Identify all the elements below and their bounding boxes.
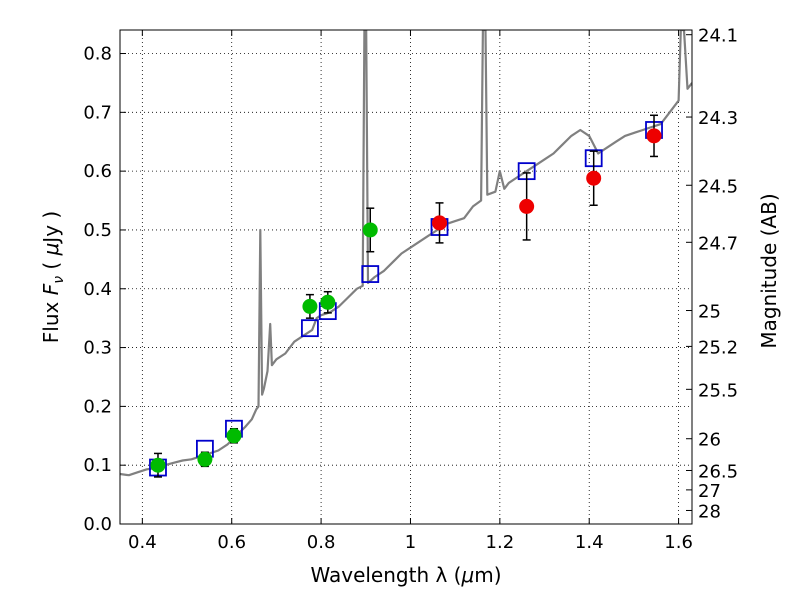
right-tick-label: 24.5 <box>698 176 738 197</box>
x-tick-label: 1 <box>405 532 416 553</box>
y-tick-label: 0.4 <box>83 279 112 300</box>
right-tick-label: 26.5 <box>698 461 738 482</box>
observed-flux-point <box>226 428 242 444</box>
right-tick-label: 24.7 <box>698 233 738 254</box>
x-tick-label: 1.6 <box>664 532 693 553</box>
x-tick-label: 1.2 <box>486 532 515 553</box>
y-tick-label: 0.7 <box>83 102 112 123</box>
y-tick-label: 0.0 <box>83 514 112 535</box>
observed-flux-point <box>586 170 602 186</box>
y-axis-label: Flux Fν ( μJy ) <box>39 211 67 343</box>
x-tick-label: 0.8 <box>307 532 336 553</box>
right-tick-label: 25.5 <box>698 380 738 401</box>
y-tick-label: 0.1 <box>83 455 112 476</box>
observed-flux-point <box>150 457 166 473</box>
observed-flux-point <box>519 198 535 214</box>
right-tick-label: 24.3 <box>698 108 738 129</box>
right-tick-label: 25 <box>698 302 721 323</box>
y-tick-label: 0.5 <box>83 220 112 241</box>
model-spectrum-line <box>120 30 692 477</box>
right-tick-label: 27 <box>698 481 721 502</box>
x-axis-label: Wavelength λ (μm) <box>310 563 501 587</box>
model-flux-square <box>301 319 319 338</box>
right-tick-label: 25.2 <box>698 337 738 358</box>
x-tick-label: 0.6 <box>217 532 246 553</box>
x-tick-label: 0.4 <box>128 532 157 553</box>
right-tick-label: 26 <box>698 430 721 451</box>
observed-flux-point <box>320 294 336 310</box>
y-tick-label: 0.6 <box>83 161 112 182</box>
x-tick-label: 1.4 <box>575 532 604 553</box>
y-tick-label: 0.2 <box>83 396 112 417</box>
model-flux-square <box>361 265 380 283</box>
plot-area <box>120 30 692 478</box>
right-tick-label: 28 <box>698 501 721 522</box>
plot-background <box>120 30 692 524</box>
y-tick-label: 0.3 <box>83 338 112 359</box>
y-tick-label: 0.8 <box>83 44 112 65</box>
observed-flux-point <box>646 128 662 144</box>
plot-frame <box>119 29 693 525</box>
right-axis-label: Magnitude (AB) <box>757 193 781 348</box>
observed-flux-point <box>302 298 318 314</box>
right-tick-label: 24.1 <box>698 26 738 47</box>
observed-flux-point <box>362 222 378 238</box>
observed-flux-point <box>197 451 213 467</box>
axis-ticks: 0.4 0.6 0.8 1 1.2 1.4 1.6 0.0 0.1 0.2 0.3 0.4 0.5 0.6… <box>83 26 738 553</box>
observed-flux-point <box>432 215 448 231</box>
